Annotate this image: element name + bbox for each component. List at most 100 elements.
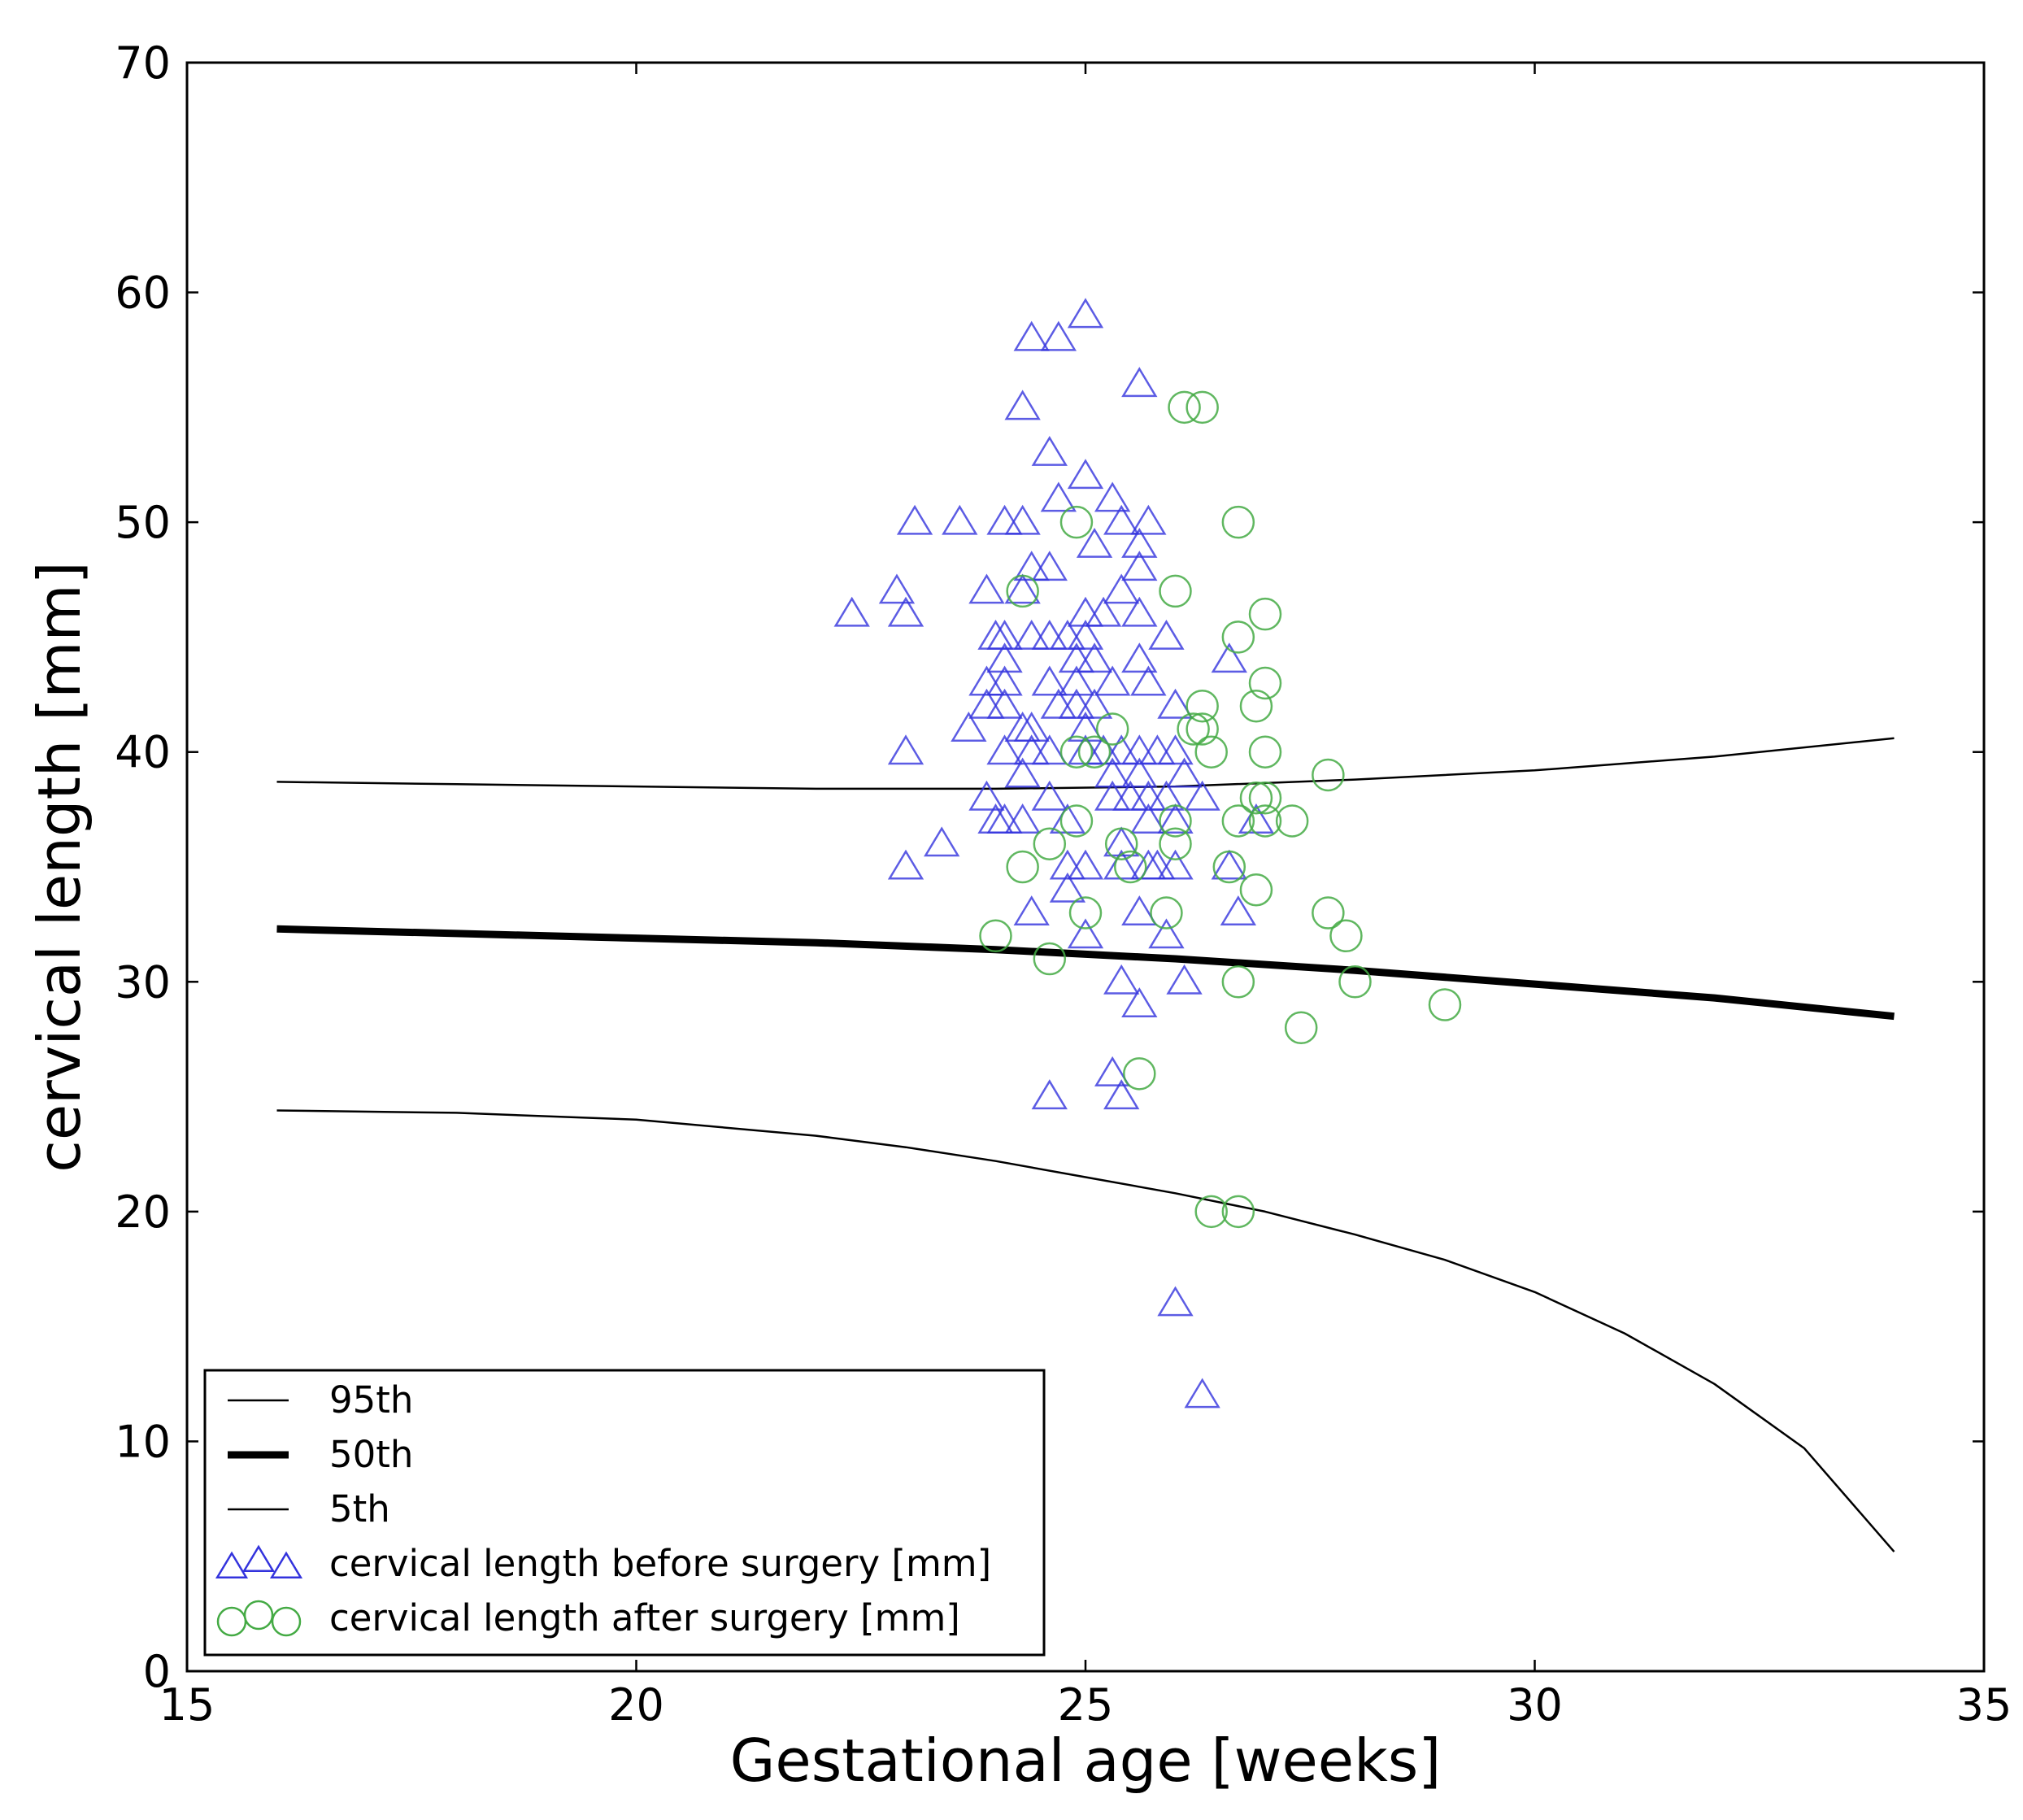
before-surgery-point [1139,734,1176,765]
before-surgery-point [1004,757,1041,788]
legend-triangle-marker [241,1544,276,1572]
before-surgery-point [1058,665,1095,696]
before-surgery-point [1103,1079,1140,1110]
x-tick-label: 20 [608,1679,664,1731]
before-surgery-point [1157,1286,1194,1317]
after-surgery-point [1194,1195,1228,1229]
before-surgery-point [1067,596,1104,627]
before-surgery-point [1013,619,1050,650]
before-surgery-point [1121,551,1158,581]
after-surgery-point [1194,735,1228,768]
before-surgery-point [887,596,924,627]
after-surgery-point [1177,712,1210,746]
before-surgery-point [1157,688,1194,719]
legend: 95th 50th 5th cervical length before surger… [203,1369,1046,1657]
after-surgery-point [1248,804,1282,838]
before-surgery-point [1040,688,1077,719]
before-surgery-point [1166,757,1203,788]
before-surgery-point [1085,596,1122,627]
before-surgery-point [1031,665,1068,696]
after-surgery-point [1033,827,1067,860]
before-surgery-point [1067,459,1104,490]
legend-box [203,1369,1046,1657]
before-surgery-point [1211,849,1247,880]
before-surgery-point [1049,619,1086,650]
after-surgery-point [1312,758,1345,792]
legend-entries: 95th 50th 5th cervical length before surger… [215,1378,991,1639]
after-surgery-point [1239,873,1273,907]
after-surgery-point [1059,735,1094,768]
before-surgery-point [1148,619,1185,650]
after-surgery-point [979,919,1012,953]
after-surgery-point [1248,735,1282,768]
before-surgery-point [1157,803,1194,834]
before-surgery-point [1121,596,1158,627]
before-surgery-point [1013,712,1050,742]
before-surgery-point [1121,987,1158,1018]
legend-label: 5th [329,1487,390,1530]
after-surgery-point [1059,505,1094,539]
percentile-line-95th [276,737,1895,790]
after-surgery-point [1186,390,1219,425]
after-surgery-point [1239,689,1273,723]
before-surgery-point [1076,642,1113,673]
y-tick-label: 60 [115,268,171,319]
before-surgery-point [951,712,987,742]
y-tick-label: 20 [115,1186,171,1238]
legend-circle-marker [271,1606,302,1637]
before-surgery-point [1121,757,1158,788]
before-surgery-point [1148,918,1185,949]
before-surgery-point [1103,504,1140,535]
before-surgery-point [1094,481,1131,512]
after-surgery-point [1095,712,1129,746]
after-surgery-point [1150,896,1183,930]
before-surgery-point [1121,367,1158,398]
before-surgery-point [1067,619,1104,650]
before-surgery-point [1157,849,1194,880]
before-surgery-point [986,504,1023,535]
before-surgery-point [1067,849,1104,880]
legend-label: cervical length before surgery [mm] [329,1542,991,1585]
before-surgery-point [1067,918,1104,949]
before-surgery-point [1058,642,1095,673]
after-surgery-point [1312,896,1345,930]
before-surgery-point [1103,734,1140,765]
before-surgery-point [1040,481,1077,512]
after-surgery-point [1006,850,1039,884]
before-surgery-point [968,780,1005,811]
before-surgery-point [878,573,916,604]
before-surgery-point [1220,895,1257,926]
legend-label: 95th [329,1378,413,1422]
before-surgery-point [1121,734,1158,765]
before-surgery-point [1049,872,1086,903]
before-surgery-point [1211,642,1247,673]
before-surgery-point [942,504,978,535]
before-surgery-point [833,596,870,627]
after-surgery-point [1077,735,1112,768]
before-surgery-point [1139,849,1176,880]
y-tick-label: 0 [143,1646,171,1697]
before-surgery-point [1004,390,1041,420]
after-surgery-point [1068,896,1103,930]
before-surgery-point [986,734,1023,765]
after-surgery-point [1248,666,1282,700]
after-surgery-point [1104,827,1138,860]
after-surgery-point [1006,574,1039,608]
after-surgery-point [1123,1057,1156,1091]
before-surgery-point [1130,504,1167,535]
percentile-line-5th [276,1109,1895,1552]
before-surgery-point [1103,573,1140,604]
before-surgery-point [1031,551,1068,581]
before-surgery-point [1103,964,1140,995]
x-tick-label: 15 [159,1679,215,1731]
y-axis-title: cervical length [mm] [25,561,94,1173]
before-surgery-point [968,688,1005,719]
after-surgery-point [1186,712,1219,746]
after-surgery-point [1329,919,1363,953]
y-tick-label: 40 [115,727,171,778]
before-surgery-point [1094,1056,1131,1086]
after-surgery-point [1338,965,1372,999]
before-surgery-point [1094,780,1131,811]
before-surgery-point [1013,320,1050,351]
before-surgery-point [1130,665,1167,696]
